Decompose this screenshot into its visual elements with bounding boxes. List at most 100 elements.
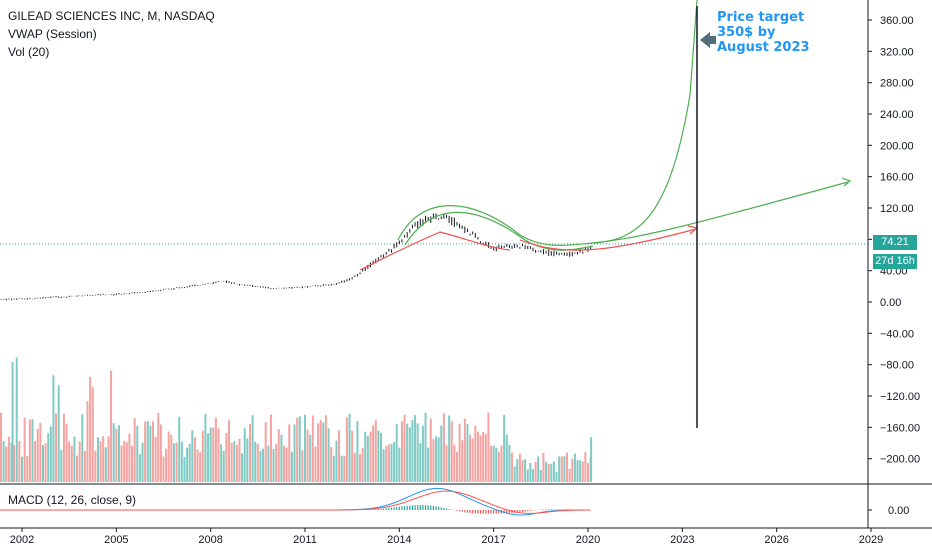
- volume-bar: [571, 458, 574, 482]
- volume-bar: [13, 445, 16, 482]
- volume-bar: [471, 438, 474, 482]
- y-tick-label: 240.00: [880, 109, 914, 121]
- volume-bar: [196, 449, 199, 482]
- volume-bar: [154, 436, 157, 482]
- volume-bar: [500, 445, 503, 482]
- volume-bar: [152, 421, 155, 482]
- volume-bar: [5, 446, 8, 482]
- volume-bar: [220, 444, 223, 482]
- volume-bar: [39, 422, 42, 482]
- volume-bar: [343, 456, 346, 482]
- volume-bar: [524, 459, 527, 482]
- volume-bar: [193, 437, 196, 482]
- volume-bar: [18, 440, 21, 482]
- red-curve-right: [519, 228, 697, 251]
- volume-bar: [353, 453, 356, 482]
- volume-bar: [450, 421, 453, 482]
- volume-bar: [230, 443, 233, 482]
- volume-bar: [466, 424, 469, 482]
- volume-bar: [57, 385, 60, 482]
- volume-bar: [560, 456, 563, 482]
- volume-bar: [526, 469, 529, 482]
- volume-bar: [351, 430, 354, 482]
- volume-bar: [55, 413, 58, 482]
- volume-bar: [319, 420, 322, 482]
- volume-bar: [159, 424, 162, 482]
- volume-bar: [317, 423, 320, 482]
- volume-bar: [579, 460, 582, 482]
- y-tick-label: 0.00: [880, 297, 901, 309]
- vwap-legend[interactable]: VWAP (Session): [8, 27, 97, 41]
- volume-bar: [238, 438, 241, 482]
- volume-bar: [377, 430, 380, 482]
- volume-bar: [165, 448, 168, 482]
- volume-bar: [115, 428, 118, 482]
- volume-bar: [542, 452, 545, 482]
- volume-bar: [455, 451, 458, 482]
- volume-bar: [36, 428, 39, 482]
- volume-bar: [280, 434, 283, 482]
- volume-bar: [587, 463, 589, 482]
- volume-bar: [442, 413, 445, 482]
- macd-layer: [0, 487, 592, 516]
- x-tick-label: 2005: [104, 534, 128, 546]
- volume-bar: [584, 452, 587, 482]
- volume-bar: [552, 461, 555, 482]
- symbol-legend[interactable]: GILEAD SCIENCES INC, M, NASDAQ: [8, 9, 215, 23]
- volume-bar: [421, 425, 424, 482]
- x-tick-label: 2020: [576, 534, 600, 546]
- green-arrowhead: [841, 177, 852, 187]
- volume-bar: [99, 441, 102, 482]
- volume-bar: [479, 435, 482, 482]
- volume-bar: [2, 441, 5, 482]
- volume-bar: [233, 441, 236, 482]
- volume-bar: [267, 445, 270, 482]
- volume-bar: [364, 431, 367, 482]
- volume-bar: [309, 434, 312, 482]
- volume-bar: [429, 418, 432, 482]
- volume-bar: [131, 445, 134, 482]
- volume-bar: [327, 428, 330, 482]
- volume-bar: [550, 463, 553, 482]
- volume-bar: [332, 456, 335, 482]
- volume-bar: [345, 417, 348, 482]
- volume-bar: [117, 425, 120, 482]
- volume-bar: [521, 460, 524, 482]
- volume-bar: [476, 431, 479, 482]
- price-target-annotation[interactable]: Price target 350$ by August 2023: [717, 10, 810, 55]
- volume-bar: [264, 421, 267, 482]
- volume-bar: [416, 423, 419, 482]
- volume-legend[interactable]: Vol (20): [8, 45, 50, 59]
- volume-bar: [453, 444, 456, 482]
- volume-bar: [288, 424, 291, 482]
- volume-bar: [78, 441, 81, 482]
- volume-bar: [175, 442, 178, 482]
- volume-bar: [563, 456, 566, 482]
- green-parabolic-projection: [592, 0, 698, 244]
- x-tick-label: 2008: [198, 534, 222, 546]
- volume-bar: [65, 423, 68, 482]
- volume-bar: [293, 424, 296, 482]
- volume-bar: [214, 417, 217, 482]
- volume-bar: [204, 414, 207, 482]
- volume-bar: [60, 450, 63, 482]
- volume-bar: [186, 447, 189, 482]
- volume-bar: [558, 456, 561, 482]
- countdown-tag: 27d 16h: [873, 254, 917, 269]
- volume-bar: [212, 427, 215, 482]
- volume-bar: [390, 443, 393, 482]
- macd-legend[interactable]: MACD (12, 26, close, 9): [8, 493, 137, 507]
- volume-bar: [505, 434, 508, 482]
- volume-bar: [15, 357, 18, 482]
- volume-bar: [91, 387, 94, 482]
- volume-bar: [547, 463, 550, 482]
- volume-bar: [68, 441, 71, 482]
- volume-bar: [7, 436, 10, 482]
- volume-bar: [529, 462, 532, 482]
- volume-bar: [296, 417, 299, 482]
- volume-bar: [531, 469, 534, 482]
- volume-bar: [372, 425, 375, 482]
